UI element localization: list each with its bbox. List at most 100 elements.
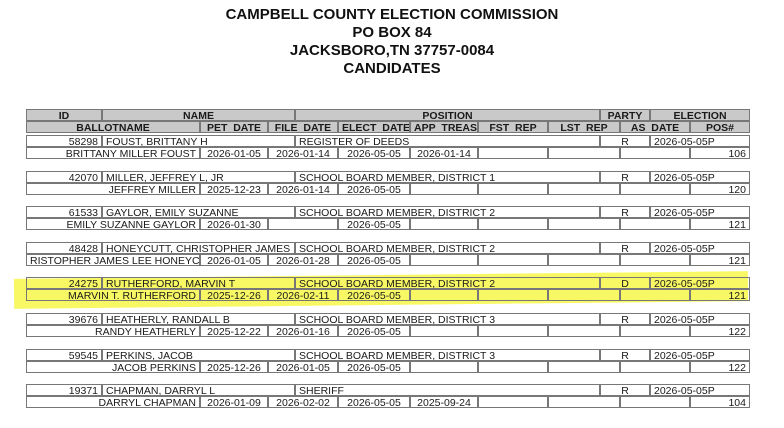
record-pet-date: 2026-01-05 (200, 253, 268, 266)
record-ballotname: MARVIN T. RUTHERFORD (26, 289, 200, 302)
record-party: R (600, 348, 650, 361)
record-election: 2026-05-05P (650, 313, 750, 325)
record-file-date: 2026-01-05 (268, 360, 338, 373)
record-id: 24275 (26, 277, 102, 290)
record-pet-date: 2026-01-09 (200, 396, 268, 409)
record-pet-date: 2025-12-26 (200, 360, 268, 373)
record-empty (548, 360, 620, 373)
column-header: LST_REP (548, 121, 620, 133)
record-position: SCHOOL BOARD MEMBER, DISTRICT 3 (295, 348, 600, 361)
record-position: SCHOOL BOARD MEMBER, DISTRICT 2 (295, 206, 600, 219)
record-party: R (600, 384, 650, 397)
record-name: HONEYCUTT, CHRISTOPHER JAMES (102, 241, 295, 254)
record-empty (478, 147, 548, 159)
record-position: SCHOOL BOARD MEMBER, DISTRICT 2 (295, 241, 600, 254)
record-position: SHERIFF (295, 384, 600, 397)
record-empty (478, 360, 548, 373)
record-id: 48428 (26, 241, 102, 254)
record-file-date (268, 218, 338, 231)
record-pos: 104 (690, 396, 750, 409)
record-empty (548, 289, 620, 302)
record-file-date: 2026-01-14 (268, 182, 338, 195)
column-header: POS# (690, 121, 750, 133)
record-file-date: 2026-01-16 (268, 325, 338, 337)
column-header: NAME (102, 109, 295, 121)
record-empty (548, 218, 620, 231)
record-ballotname: JEFFREY MILLER (26, 182, 200, 195)
record-pet-date: 2026-01-30 (200, 218, 268, 231)
record-elect-date: 2026-05-05 (338, 218, 410, 231)
record-ballotname: BRITTANY MILLER FOUST (26, 147, 200, 159)
column-header: PET_DATE (200, 121, 268, 133)
record-election: 2026-05-05P (650, 277, 750, 290)
record-position: SCHOOL BOARD MEMBER, DISTRICT 3 (295, 313, 600, 325)
record-party: R (600, 170, 650, 183)
record-party: R (600, 241, 650, 254)
record-empty (620, 147, 690, 159)
record-ballotname: RISTOPHER JAMES LEE HONEYC (26, 253, 200, 266)
record-elect-date: 2026-05-05 (338, 360, 410, 373)
record-elect-date: 2026-05-05 (338, 182, 410, 195)
record-pet-date: 2025-12-26 (200, 289, 268, 302)
record-name: CHAPMAN, DARRYL L (102, 384, 295, 397)
record-app-treas (410, 325, 478, 337)
header-title: CAMPBELL COUNTY ELECTION COMMISSION (225, 6, 559, 23)
record-empty (548, 325, 620, 337)
record-pos: 121 (690, 218, 750, 231)
record-election: 2026-05-05P (650, 384, 750, 397)
record-elect-date: 2026-05-05 (338, 289, 410, 302)
record-empty (620, 218, 690, 231)
record-election: 2026-05-05P (650, 348, 750, 361)
record-party: R (600, 206, 650, 219)
record-empty (548, 182, 620, 195)
record-party: R (600, 313, 650, 325)
record-pos: 121 (690, 253, 750, 266)
header-subtitle: CANDIDATES (343, 60, 441, 77)
record-empty (620, 360, 690, 373)
record-ballotname: EMILY SUZANNE GAYLOR (26, 218, 200, 231)
record-empty (548, 253, 620, 266)
record-app-treas (410, 218, 478, 231)
record-id: 39676 (26, 313, 102, 325)
record-party: D (600, 277, 650, 290)
record-empty (478, 218, 548, 231)
record-id: 42070 (26, 170, 102, 183)
column-header: ELECTION (650, 109, 750, 121)
record-ballotname: DARRYL CHAPMAN (26, 396, 200, 409)
record-name: GAYLOR, EMILY SUZANNE (102, 206, 295, 219)
column-header: BALLOTNAME (26, 121, 200, 133)
record-election: 2026-05-05P (650, 241, 750, 254)
record-name: FOUST, BRITTANY H (102, 135, 295, 147)
record-pos: 120 (690, 182, 750, 195)
record-position: REGISTER OF DEEDS (295, 135, 600, 147)
record-name: PERKINS, JACOB (102, 348, 295, 361)
record-pos: 122 (690, 325, 750, 337)
record-elect-date: 2026-05-05 (338, 396, 410, 409)
record-empty (620, 289, 690, 302)
record-election: 2026-05-05P (650, 135, 750, 147)
record-empty (548, 396, 620, 409)
record-position: SCHOOL BOARD MEMBER, DISTRICT 1 (295, 170, 600, 183)
record-elect-date: 2026-05-05 (338, 325, 410, 337)
record-empty (620, 396, 690, 409)
record-pos: 121 (690, 289, 750, 302)
column-header: PARTY (600, 109, 650, 121)
record-empty (620, 253, 690, 266)
record-ballotname: RANDY HEATHERLY (26, 325, 200, 337)
record-app-treas (410, 182, 478, 195)
record-app-treas: 2026-01-14 (410, 147, 478, 159)
record-empty (548, 147, 620, 159)
record-pet-date: 2026-01-05 (200, 147, 268, 159)
record-file-date: 2026-02-02 (268, 396, 338, 409)
record-empty (478, 289, 548, 302)
record-file-date: 2026-01-14 (268, 147, 338, 159)
record-empty (478, 396, 548, 409)
record-file-date: 2026-01-28 (268, 253, 338, 266)
column-header: FST_REP (478, 121, 548, 133)
record-ballotname: JACOB PERKINS (26, 360, 200, 373)
header-address: PO BOX 84 (352, 24, 432, 41)
header-city: JACKSBORO,TN 37757-0084 (289, 42, 495, 59)
record-pet-date: 2025-12-23 (200, 182, 268, 195)
record-app-treas (410, 289, 478, 302)
